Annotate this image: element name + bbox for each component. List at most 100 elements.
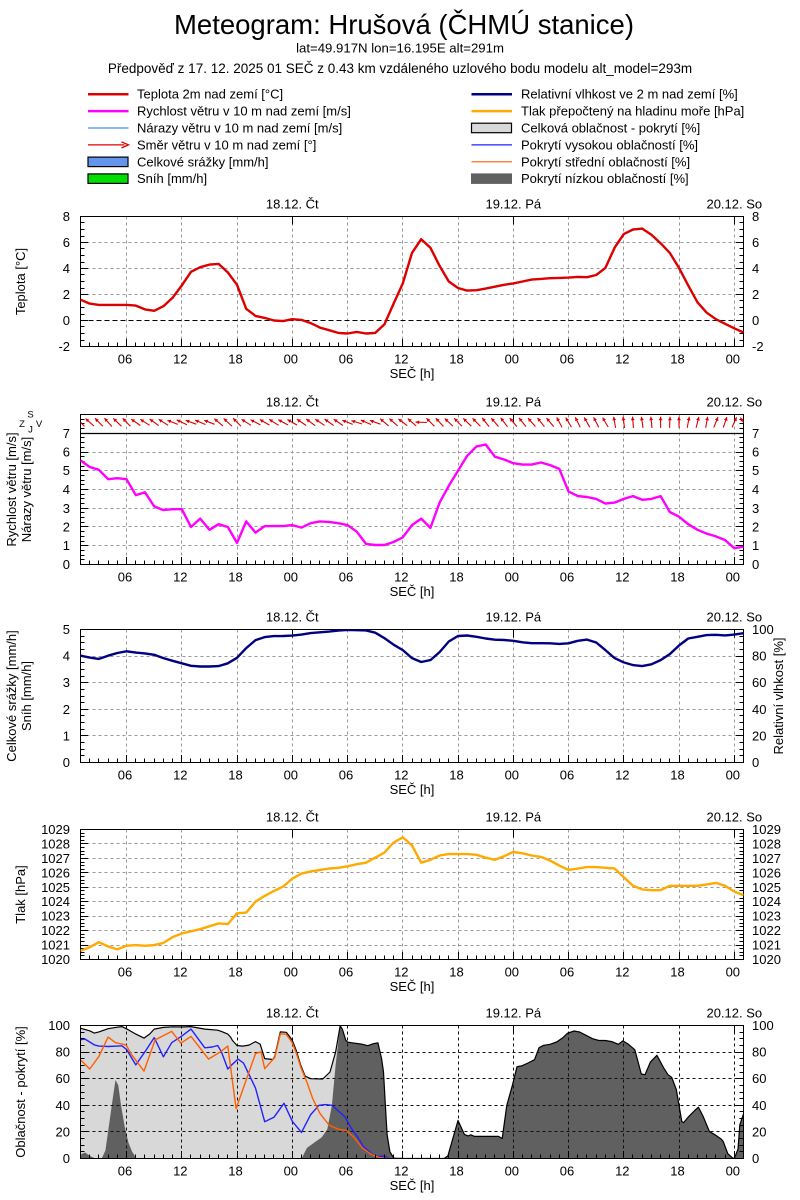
svg-text:40: 40 (752, 1098, 766, 1113)
svg-text:4: 4 (63, 649, 70, 664)
svg-text:19.12. Pá: 19.12. Pá (485, 1006, 541, 1021)
svg-text:Meteogram: Hrušová (ČHMÚ stani: Meteogram: Hrušová (ČHMÚ stanice) (174, 9, 634, 40)
svg-text:19.12. Pá: 19.12. Pá (485, 610, 541, 625)
svg-text:1020: 1020 (41, 952, 70, 967)
svg-text:18: 18 (449, 570, 463, 585)
svg-text:00: 00 (726, 768, 740, 783)
svg-text:00: 00 (726, 965, 740, 980)
svg-text:12: 12 (615, 768, 629, 783)
svg-text:06: 06 (560, 570, 574, 585)
svg-text:12: 12 (615, 352, 629, 367)
svg-text:06: 06 (118, 570, 132, 585)
svg-text:1025: 1025 (752, 880, 781, 895)
svg-text:1022: 1022 (41, 923, 70, 938)
svg-text:00: 00 (505, 768, 519, 783)
svg-text:Teplota 2m nad zemí [°C]: Teplota 2m nad zemí [°C] (137, 87, 283, 102)
svg-text:2: 2 (752, 287, 759, 302)
svg-text:3: 3 (63, 501, 70, 516)
svg-text:Tlak [hPa]: Tlak [hPa] (13, 865, 28, 924)
svg-text:Nárazy větru v 10 m nad zemí [: Nárazy větru v 10 m nad zemí [m/s] (137, 121, 342, 136)
svg-text:60: 60 (56, 1071, 70, 1086)
svg-text:Tlak přepočtený na hladinu moř: Tlak přepočtený na hladinu moře [hPa] (521, 104, 744, 119)
svg-text:18: 18 (449, 965, 463, 980)
svg-text:Oblačnost - pokrytí [%]: Oblačnost - pokrytí [%] (13, 1026, 28, 1158)
svg-text:00: 00 (284, 768, 298, 783)
svg-text:1025: 1025 (41, 880, 70, 895)
svg-text:SEČ [h]: SEČ [h] (390, 584, 435, 599)
svg-text:7: 7 (752, 426, 759, 441)
svg-text:Relativní vlhkost ve 2 m nad z: Relativní vlhkost ve 2 m nad zemí [%] (521, 87, 738, 102)
svg-text:12: 12 (615, 570, 629, 585)
svg-text:12: 12 (615, 965, 629, 980)
svg-text:1028: 1028 (752, 836, 781, 851)
svg-text:12: 12 (615, 1164, 629, 1179)
svg-text:-2: -2 (752, 339, 764, 354)
svg-text:Nárazy větru [m/s]: Nárazy větru [m/s] (19, 437, 34, 542)
svg-text:1022: 1022 (752, 923, 781, 938)
svg-text:00: 00 (726, 570, 740, 585)
svg-text:18: 18 (228, 570, 242, 585)
svg-text:1: 1 (752, 538, 759, 553)
svg-text:Rychlost větru v 10 m nad zemí: Rychlost větru v 10 m nad zemí [m/s] (137, 104, 351, 119)
svg-text:00: 00 (284, 965, 298, 980)
svg-text:00: 00 (726, 1164, 740, 1179)
svg-text:Teplota [°C]: Teplota [°C] (13, 248, 28, 315)
svg-text:00: 00 (284, 570, 298, 585)
svg-text:100: 100 (752, 1018, 774, 1033)
svg-text:80: 80 (752, 649, 766, 664)
svg-text:2: 2 (63, 520, 70, 535)
svg-text:J: J (28, 425, 33, 436)
svg-text:00: 00 (505, 1164, 519, 1179)
svg-text:8: 8 (752, 209, 759, 224)
svg-text:18: 18 (449, 768, 463, 783)
svg-text:4: 4 (63, 261, 70, 276)
svg-text:6: 6 (752, 445, 759, 460)
svg-text:0: 0 (752, 755, 759, 770)
svg-text:18: 18 (670, 965, 684, 980)
svg-text:06: 06 (560, 965, 574, 980)
svg-text:0: 0 (63, 557, 70, 572)
svg-text:7: 7 (63, 426, 70, 441)
svg-text:06: 06 (560, 352, 574, 367)
svg-text:V: V (36, 419, 43, 430)
svg-text:Pokrytí střední oblačností [%]: Pokrytí střední oblačností [%] (521, 154, 690, 169)
svg-text:S: S (27, 410, 33, 421)
svg-text:Rychlost větru [m/s]: Rychlost větru [m/s] (4, 432, 19, 546)
svg-text:18: 18 (228, 1164, 242, 1179)
svg-text:2: 2 (63, 702, 70, 717)
svg-text:Relativní vlhkost [%]: Relativní vlhkost [%] (771, 637, 786, 754)
svg-text:06: 06 (339, 1164, 353, 1179)
svg-text:1023: 1023 (41, 909, 70, 924)
svg-text:12: 12 (173, 1164, 187, 1179)
svg-text:4: 4 (752, 482, 759, 497)
svg-text:1029: 1029 (752, 822, 781, 837)
svg-text:06: 06 (339, 768, 353, 783)
svg-text:1026: 1026 (41, 865, 70, 880)
svg-text:19.12. Pá: 19.12. Pá (485, 395, 541, 410)
svg-text:20: 20 (752, 728, 766, 743)
svg-text:1: 1 (63, 538, 70, 553)
svg-text:00: 00 (505, 570, 519, 585)
svg-text:20: 20 (752, 1124, 766, 1139)
svg-text:00: 00 (284, 352, 298, 367)
svg-text:18: 18 (449, 1164, 463, 1179)
svg-text:1024: 1024 (752, 894, 781, 909)
svg-text:18: 18 (670, 768, 684, 783)
svg-text:4: 4 (752, 261, 759, 276)
svg-text:0: 0 (752, 313, 759, 328)
svg-text:18: 18 (670, 570, 684, 585)
svg-text:Pokrytí vysokou oblačností [%]: Pokrytí vysokou oblačností [%] (521, 137, 698, 152)
svg-text:0: 0 (63, 1151, 70, 1166)
svg-text:06: 06 (560, 1164, 574, 1179)
svg-text:12: 12 (394, 352, 408, 367)
svg-text:Sníh [mm/h]: Sníh [mm/h] (19, 661, 34, 731)
svg-text:100: 100 (48, 1018, 70, 1033)
svg-text:Celkové srážky [mm/h]: Celkové srážky [mm/h] (137, 154, 268, 169)
svg-text:5: 5 (63, 622, 70, 637)
svg-text:1020: 1020 (752, 952, 781, 967)
svg-text:Celková oblačnost - pokrytí [%: Celková oblačnost - pokrytí [%] (521, 121, 700, 136)
svg-text:06: 06 (118, 1164, 132, 1179)
svg-text:1023: 1023 (752, 909, 781, 924)
svg-text:SEČ [h]: SEČ [h] (390, 1178, 435, 1193)
svg-text:1021: 1021 (41, 938, 70, 953)
